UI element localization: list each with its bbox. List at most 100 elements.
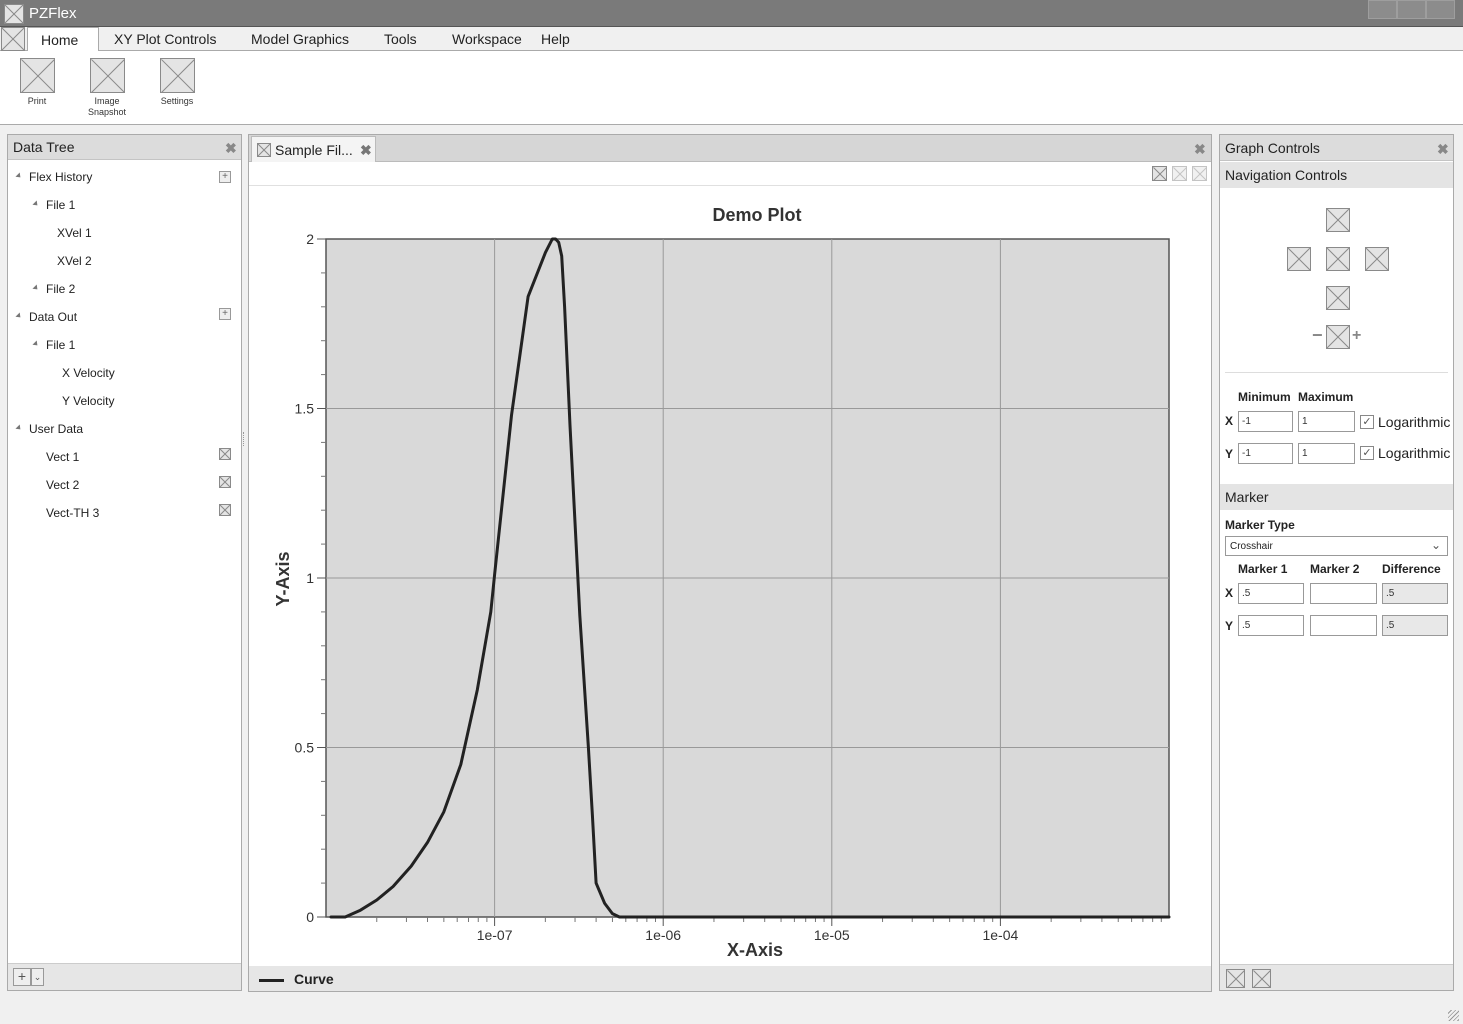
y-tick-label: 1.5 bbox=[295, 401, 315, 417]
zoom-icon[interactable] bbox=[1326, 325, 1350, 349]
y-tick-label: 1 bbox=[306, 570, 314, 586]
plot-tool-2-icon[interactable] bbox=[1172, 166, 1187, 181]
tab-strip bbox=[249, 135, 1211, 162]
close-data-tree-icon[interactable]: ✖ bbox=[225, 140, 237, 156]
print-icon bbox=[20, 58, 55, 93]
tab-label: Sample Fil... bbox=[275, 142, 353, 158]
chart[interactable]: Demo Plot 1e-07 1e-06 1e-05 1e-0400.511.52 … bbox=[249, 187, 1211, 967]
y-logarithmic-checkbox[interactable]: ✓ bbox=[1360, 446, 1374, 460]
zoom-out-button[interactable]: − bbox=[1312, 325, 1323, 345]
expand-arrow-icon[interactable] bbox=[15, 424, 23, 432]
plot-tool-3-icon[interactable] bbox=[1192, 166, 1207, 181]
pan-left-icon[interactable] bbox=[1287, 247, 1311, 271]
expand-arrow-icon[interactable] bbox=[15, 172, 23, 180]
add-data-out-icon[interactable]: + bbox=[219, 308, 231, 320]
tree-item-flex-history[interactable]: Flex History bbox=[29, 170, 93, 184]
y-max-input[interactable] bbox=[1298, 443, 1355, 464]
minimum-label: Minimum bbox=[1238, 390, 1291, 404]
close-panel-icon[interactable]: ✖ bbox=[1194, 141, 1206, 157]
expand-arrow-icon[interactable] bbox=[15, 312, 23, 320]
y-axis-label: Y-Axis bbox=[273, 551, 293, 606]
expand-arrow-icon[interactable] bbox=[32, 340, 40, 348]
footer-tool-2-icon[interactable] bbox=[1252, 969, 1271, 988]
resize-grip-icon[interactable] bbox=[1448, 1010, 1459, 1021]
difference-y-input bbox=[1382, 615, 1448, 636]
tree-item-file-1[interactable]: File 1 bbox=[46, 198, 76, 212]
series-line-curve[interactable] bbox=[329, 237, 1171, 919]
menu-workspace[interactable]: Workspace bbox=[452, 31, 522, 47]
marker-y-row-label: Y bbox=[1225, 619, 1234, 633]
difference-label: Difference bbox=[1382, 562, 1441, 576]
print-label: Print bbox=[27, 96, 47, 106]
maximize-button[interactable] bbox=[1397, 0, 1426, 19]
plot-tool-1-icon[interactable] bbox=[1152, 166, 1167, 181]
y-tick-label: 0.5 bbox=[295, 740, 315, 756]
expand-arrow-icon[interactable] bbox=[32, 200, 40, 208]
menu-help[interactable]: Help bbox=[541, 31, 570, 47]
tree-item-xvel-1[interactable]: XVel 1 bbox=[57, 226, 92, 240]
marker-type-select[interactable]: Crosshair ⌄ bbox=[1225, 536, 1448, 556]
tree-item-file-1[interactable]: File 1 bbox=[46, 338, 76, 352]
x-max-input[interactable] bbox=[1298, 411, 1355, 432]
pan-down-icon[interactable] bbox=[1326, 286, 1350, 310]
x-tick-label: 1e-04 bbox=[982, 927, 1018, 943]
marker-1-x-input[interactable] bbox=[1238, 583, 1304, 604]
x-logarithmic-checkbox[interactable]: ✓ bbox=[1360, 415, 1374, 429]
data-tree-panel: Data Tree ✖ Flex History + File 1 XVel 1… bbox=[7, 134, 242, 991]
tab-sample-file[interactable]: Sample Fil... ✖ bbox=[251, 136, 376, 162]
remove-vect-1-icon[interactable] bbox=[219, 448, 231, 460]
menu-home[interactable]: Home bbox=[27, 27, 99, 52]
marker-2-label: Marker 2 bbox=[1310, 562, 1360, 576]
ribbon: Print Image Snapshot Settings bbox=[0, 51, 1463, 125]
expand-arrow-icon[interactable] bbox=[32, 284, 40, 292]
tree-item-vect-2[interactable]: Vect 2 bbox=[46, 478, 80, 492]
marker-2-x-input[interactable] bbox=[1310, 583, 1377, 604]
chart-title: Demo Plot bbox=[712, 205, 801, 225]
menu-xy-plot-controls[interactable]: XY Plot Controls bbox=[114, 31, 217, 47]
tree-item-data-out[interactable]: Data Out bbox=[29, 310, 78, 324]
tree-item-user-data[interactable]: User Data bbox=[29, 422, 84, 436]
zoom-in-button[interactable]: + bbox=[1352, 327, 1362, 344]
menu-model-graphics[interactable]: Model Graphics bbox=[251, 31, 350, 47]
add-data-button[interactable]: + bbox=[13, 968, 31, 986]
app-menu-icon[interactable] bbox=[1, 27, 25, 51]
pan-right-icon[interactable] bbox=[1365, 247, 1389, 271]
tree-item-vect-th-3[interactable]: Vect-TH 3 bbox=[46, 506, 100, 520]
tree-item-x-velocity[interactable]: X Velocity bbox=[62, 366, 115, 380]
splitter-handle[interactable] bbox=[243, 432, 245, 446]
close-graph-controls-icon[interactable]: ✖ bbox=[1437, 141, 1449, 157]
x-tick-label: 1e-06 bbox=[645, 927, 681, 943]
plot-panel: Sample Fil... ✖ ✖ Demo Plot 1e-07 1e-06 1e… bbox=[248, 134, 1212, 992]
x-min-input[interactable] bbox=[1238, 411, 1293, 432]
pan-up-icon[interactable] bbox=[1326, 208, 1350, 232]
add-flex-history-icon[interactable]: + bbox=[219, 171, 231, 183]
marker-1-y-input[interactable] bbox=[1238, 615, 1304, 636]
y-tick-label: 2 bbox=[306, 231, 314, 247]
close-tab-icon[interactable]: ✖ bbox=[360, 142, 372, 158]
minimize-button[interactable] bbox=[1368, 0, 1397, 19]
tree-item-xvel-2[interactable]: XVel 2 bbox=[57, 254, 92, 268]
image-snapshot-icon bbox=[90, 58, 125, 93]
menu-tools[interactable]: Tools bbox=[384, 31, 417, 47]
menu-bar: Home XY Plot Controls Model Graphics Too… bbox=[0, 27, 1463, 52]
remove-vect-th-3-icon[interactable] bbox=[219, 504, 231, 516]
graph-controls-panel: Graph Controls ✖ Navigation Controls − +… bbox=[1219, 134, 1454, 991]
tree-item-vect-1[interactable]: Vect 1 bbox=[46, 450, 80, 464]
y-tick-label: 0 bbox=[306, 909, 314, 925]
pan-center-icon[interactable] bbox=[1326, 247, 1350, 271]
chevron-down-icon: ⌄ bbox=[1430, 538, 1441, 552]
tree-item-file-2[interactable]: File 2 bbox=[46, 282, 76, 296]
add-data-dropdown[interactable]: ⌄ bbox=[31, 968, 44, 986]
x-tick-label: 1e-05 bbox=[814, 927, 850, 943]
footer-tool-1-icon[interactable] bbox=[1226, 969, 1245, 988]
window-title: PZFlex bbox=[29, 5, 77, 22]
close-window-button[interactable] bbox=[1426, 0, 1455, 19]
y-min-input[interactable] bbox=[1238, 443, 1293, 464]
app-icon bbox=[4, 4, 24, 24]
title-bar: PZFlex bbox=[0, 0, 1463, 27]
tree-item-y-velocity[interactable]: Y Velocity bbox=[62, 394, 115, 408]
remove-vect-2-icon[interactable] bbox=[219, 476, 231, 488]
difference-x-input bbox=[1382, 583, 1448, 604]
y-axis-row-label: Y bbox=[1225, 447, 1234, 461]
marker-2-y-input[interactable] bbox=[1310, 615, 1377, 636]
